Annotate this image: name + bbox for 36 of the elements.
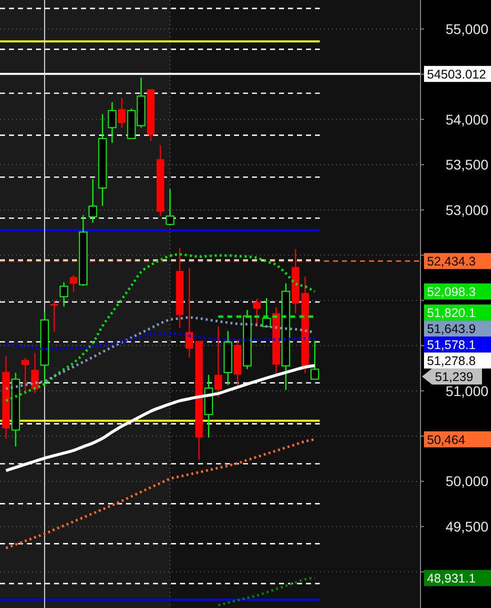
text: 51,820.1 [427,306,476,320]
text: 50,464 [427,432,466,447]
line-series [4,253,316,402]
candlestick [88,178,98,224]
y-tick-label: 50,000 [446,473,489,490]
candlestick [214,326,222,398]
y-tick-label: 51,000 [446,382,489,399]
line-series [4,438,316,550]
y-tick-label: 54,000 [446,111,489,128]
text: 51,578.1 [427,338,476,352]
text: 48,931.1 [427,572,476,586]
line-series [4,332,316,351]
text: 52,098.3 [427,284,476,299]
line-series [4,316,316,390]
candlestick [60,282,68,308]
candlestick [166,188,174,226]
y-tick-label: 49,500 [446,518,489,534]
candlestick [262,297,271,328]
candlestick [310,340,320,380]
candlestick [70,274,78,292]
candlestick [22,357,30,392]
candlestick [108,102,116,144]
y-tick-label: 55,000 [446,20,489,37]
y-tick-label: 53,500 [446,156,489,173]
ref-line-label: 54503.012 [427,67,486,82]
candlestick [186,267,194,358]
candlestick [118,97,126,129]
candlestick [253,298,261,328]
candlestick [31,352,39,394]
text: 51,278.8 [427,354,476,368]
candlestick [50,300,58,332]
y-tick-label: 53,000 [446,202,489,218]
ref-line-label: 52,434.3 [427,254,476,269]
text: 51,643.9 [427,322,476,336]
text: 51,239 [435,370,474,384]
line-series [217,576,316,606]
